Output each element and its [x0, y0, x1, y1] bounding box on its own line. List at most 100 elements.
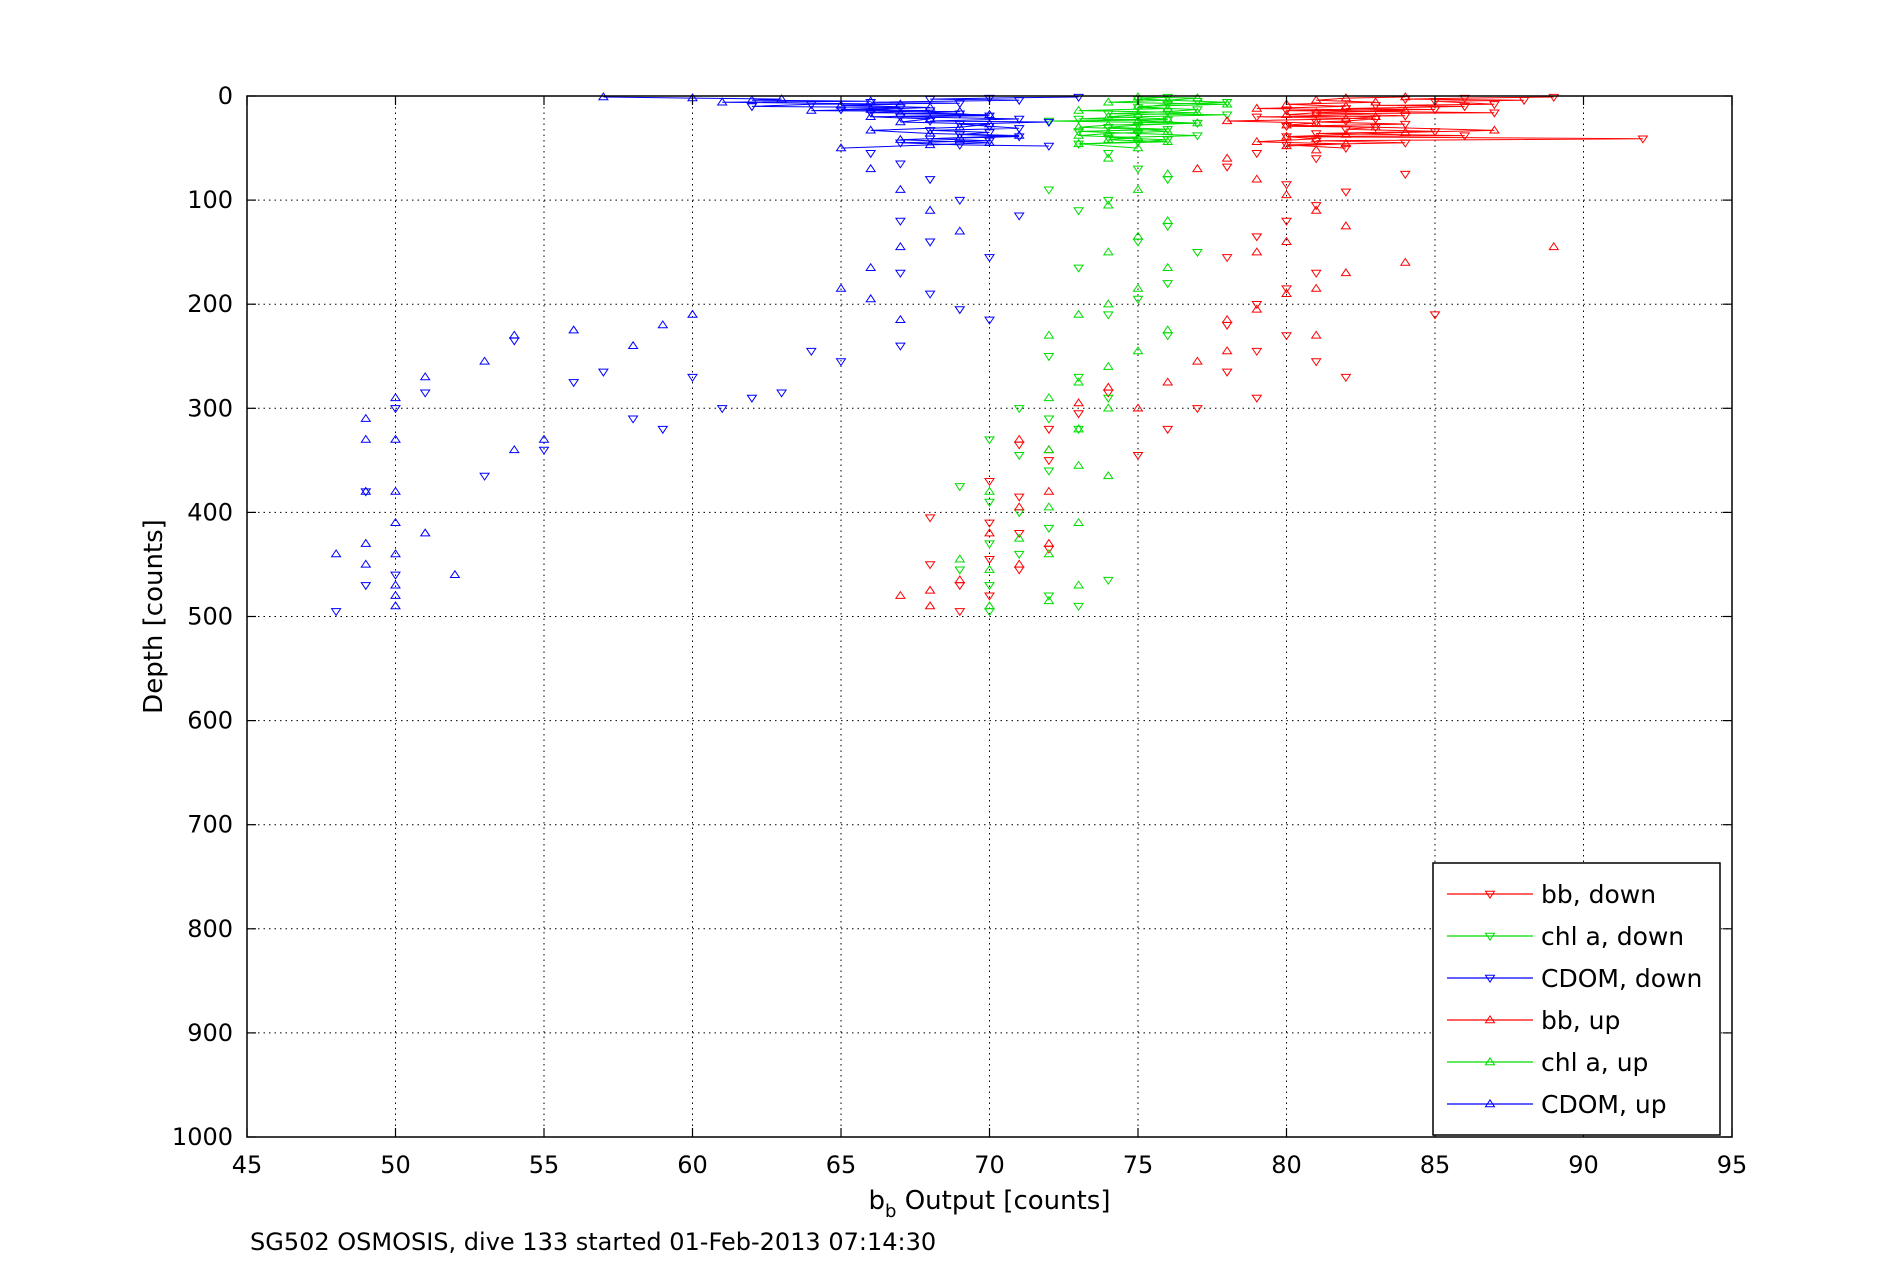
- data-point: [1221, 368, 1233, 377]
- data-point: [716, 97, 728, 106]
- y-tick-label: 200: [187, 290, 233, 318]
- data-point: [1043, 502, 1055, 511]
- data-point: [1132, 231, 1144, 240]
- data-point: [1281, 288, 1292, 297]
- data-point: [1281, 131, 1292, 140]
- data-point: [1340, 129, 1352, 138]
- data-point: [1043, 444, 1055, 454]
- data-point: [1013, 212, 1025, 221]
- data-point: [894, 217, 906, 226]
- data-point: [954, 483, 966, 492]
- data-point: [1281, 120, 1292, 129]
- data-point: [924, 127, 936, 136]
- data-point: [984, 540, 995, 549]
- data-point: [1102, 403, 1114, 412]
- data-point: [1102, 196, 1114, 206]
- data-point: [1162, 101, 1174, 110]
- data-point: [894, 108, 906, 117]
- data-point: [1162, 280, 1174, 289]
- data-point: [1073, 128, 1085, 137]
- data-point: [1162, 103, 1174, 112]
- data-point: [1013, 96, 1025, 106]
- data-point: [1132, 283, 1144, 292]
- data-point: [1251, 301, 1263, 310]
- data-point: [746, 95, 758, 104]
- data-point: [1132, 184, 1144, 193]
- data-point: [390, 590, 401, 599]
- data-point: [1102, 311, 1114, 320]
- data-point: [924, 176, 936, 185]
- data-point: [1132, 143, 1144, 152]
- data-point: [1548, 93, 1560, 102]
- data-point: [1310, 283, 1322, 292]
- data-point: [1013, 502, 1025, 511]
- data-point: [538, 434, 550, 443]
- data-point: [1073, 115, 1085, 124]
- data-point: [1162, 425, 1174, 435]
- legend-marker: [1484, 1099, 1496, 1108]
- data-point: [1162, 136, 1174, 146]
- data-point: [1281, 141, 1292, 150]
- data-point: [1221, 153, 1233, 162]
- data-point: [954, 120, 966, 130]
- y-tick-label: 700: [187, 811, 233, 839]
- data-point: [954, 575, 966, 584]
- data-point: [419, 372, 431, 381]
- data-point: [1310, 118, 1322, 127]
- data-point: [1162, 377, 1174, 386]
- data-point: [924, 205, 936, 214]
- data-point: [1102, 97, 1114, 106]
- data-point: [984, 119, 995, 128]
- data-point: [1043, 538, 1055, 547]
- chart-legend: bb, down chl a, down CDOM, down bb, up chl a…: [1432, 862, 1721, 1136]
- data-point: [1043, 467, 1055, 476]
- data-point: [954, 131, 966, 140]
- data-point: [479, 356, 491, 365]
- data-point: [1132, 165, 1144, 174]
- data-point: [1102, 299, 1114, 308]
- series-cdom-up: [330, 92, 1025, 610]
- data-point: [865, 262, 877, 271]
- data-point: [1399, 127, 1411, 136]
- data-point: [1340, 93, 1352, 102]
- data-point: [390, 517, 401, 527]
- data-point: [894, 160, 906, 169]
- data-point: [1013, 493, 1025, 502]
- data-point: [1429, 106, 1441, 115]
- data-point: [330, 608, 342, 617]
- data-point: [984, 528, 995, 537]
- data-point: [1340, 101, 1352, 110]
- data-point: [1102, 382, 1114, 391]
- data-point: [954, 100, 966, 109]
- data-point: [1073, 424, 1085, 433]
- data-point: [1043, 186, 1055, 195]
- y-tick-label: 1000: [172, 1123, 233, 1151]
- data-point: [1073, 398, 1085, 407]
- data-point: [1073, 377, 1085, 386]
- data-point: [1013, 130, 1025, 139]
- data-point: [1073, 460, 1085, 469]
- data-point: [360, 486, 372, 495]
- data-point: [627, 340, 639, 350]
- data-point: [954, 132, 966, 141]
- data-point: [1399, 170, 1411, 180]
- data-point: [1102, 200, 1114, 209]
- data-point: [1013, 133, 1025, 142]
- data-point: [390, 601, 401, 610]
- data-point: [1310, 205, 1322, 214]
- data-point: [390, 549, 401, 558]
- data-point: [984, 137, 995, 147]
- data-point: [1043, 592, 1055, 601]
- data-point: [894, 342, 906, 351]
- data-point: [805, 347, 817, 356]
- data-point: [835, 143, 847, 152]
- grid-lines: [247, 96, 1732, 1137]
- data-point: [1043, 595, 1055, 605]
- data-point: [1073, 130, 1085, 139]
- data-point: [954, 226, 966, 235]
- data-point: [1073, 207, 1085, 216]
- data-point: [984, 477, 995, 487]
- data-point: [1013, 115, 1025, 124]
- data-point: [924, 113, 936, 123]
- data-point: [390, 486, 401, 495]
